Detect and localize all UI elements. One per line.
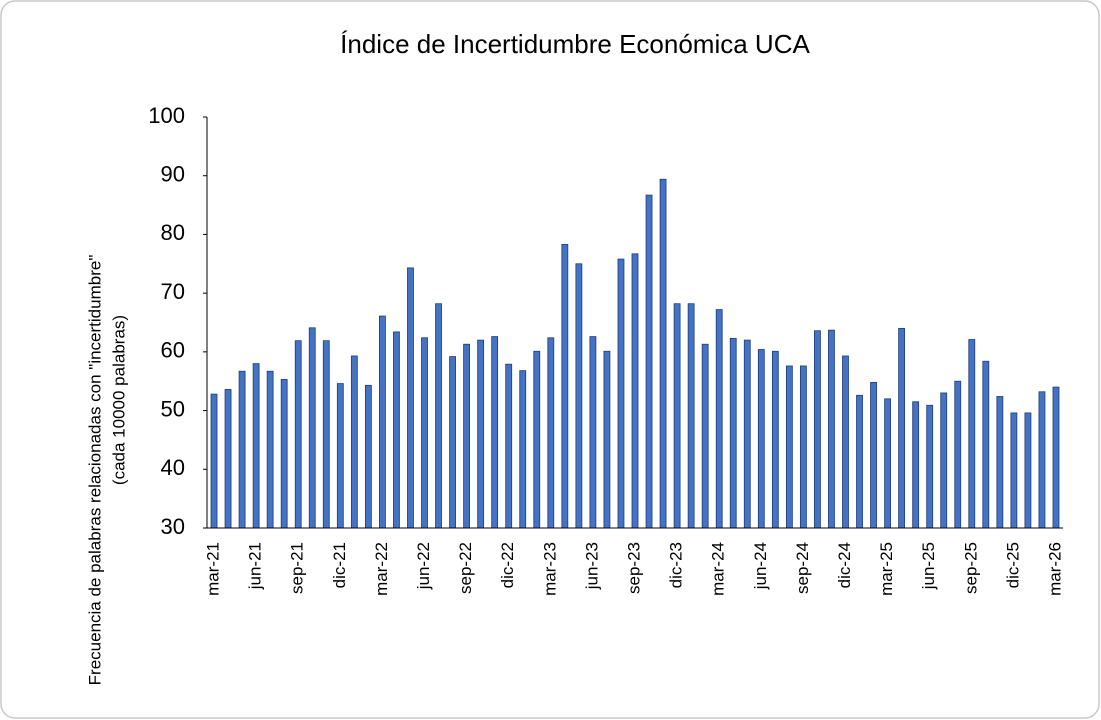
bar [814,330,821,529]
bar [1024,412,1032,529]
bar [280,379,288,529]
x-tick-label: jun-25 [919,542,938,590]
y-tick-label: 30 [161,514,185,539]
bar [743,339,751,529]
bar [996,396,1004,529]
y-tick-label: 80 [161,220,185,245]
y-axis-label: Frecuencia de palabras relacionadas con … [85,255,104,686]
x-tick-label: dic-23 [667,542,686,588]
bar [645,194,653,529]
bar [771,350,779,529]
bar [575,263,583,529]
bar [519,370,527,529]
bar [912,401,920,529]
bar [729,337,737,529]
bar [435,303,442,529]
y-tick-label: 90 [161,162,185,187]
x-tick-label: jun-23 [582,542,601,590]
bar [421,337,428,529]
x-tick-label: mar-24 [709,542,728,596]
x-tick-label: mar-26 [1045,542,1064,596]
x-tick-label: mar-21 [204,542,223,596]
x-tick-label: mar-25 [877,542,896,596]
chart-title: Índice de Incertidumbre Económica UCA [340,29,810,59]
bar [799,365,807,529]
bar [463,343,471,529]
x-tick-label: dic-22 [498,542,517,588]
bar [870,381,877,529]
bar [926,404,934,529]
bar [673,303,681,529]
bar [393,331,400,529]
bar [379,315,386,529]
bar [547,337,555,529]
bar [757,349,765,529]
bar [294,340,302,529]
x-tick-label: dic-25 [1003,542,1022,588]
x-tick-label: jun-21 [246,542,265,590]
bar [1010,412,1018,529]
bar [336,383,344,529]
y-tick-label: 40 [161,455,185,480]
bar [701,343,709,529]
bar [407,267,414,529]
bar [491,336,499,529]
bar [687,303,695,529]
bar [252,363,260,529]
bar [617,258,625,529]
y-tick-label: 50 [161,396,185,421]
bar [884,398,891,529]
bar [968,339,976,529]
x-tick-label: sep-21 [288,542,307,594]
bar [224,389,232,529]
x-tick-label: sep-22 [456,542,475,594]
x-tick-label: mar-22 [372,542,391,596]
bar [659,178,667,529]
y-tick-label: 100 [148,103,185,128]
y-tick-label: 70 [161,279,185,304]
bar [533,350,541,529]
x-tick-label: mar-23 [540,542,559,596]
bar [631,253,639,529]
x-tick-label: dic-24 [835,542,854,588]
bar [266,370,274,529]
x-tick-label: sep-24 [793,542,812,594]
bar [715,309,723,529]
y-axis-label: (cada 10000 palabras) [109,315,128,485]
bar [322,340,330,529]
bar [954,380,962,529]
bar [785,365,793,529]
x-tick-label: jun-22 [414,542,433,590]
bar [449,356,456,529]
bar [561,244,569,529]
x-tick-label: sep-25 [961,542,980,594]
x-tick-label: jun-24 [751,542,770,590]
bar [940,392,948,529]
bar [603,350,611,529]
bar [856,394,863,529]
x-tick-label: dic-21 [330,542,349,588]
bar [1052,386,1060,529]
bar [238,370,246,529]
bar [210,393,218,529]
bar [477,339,485,529]
bar [505,363,513,529]
x-tick-label: sep-23 [624,542,643,594]
bar [364,384,372,529]
bar [308,327,316,529]
bar [589,336,597,529]
bar [982,360,990,529]
bar [1038,391,1046,529]
bar [842,355,849,529]
bar [898,327,906,529]
bar [828,329,835,529]
y-tick-label: 60 [161,338,185,363]
bar [350,355,358,529]
